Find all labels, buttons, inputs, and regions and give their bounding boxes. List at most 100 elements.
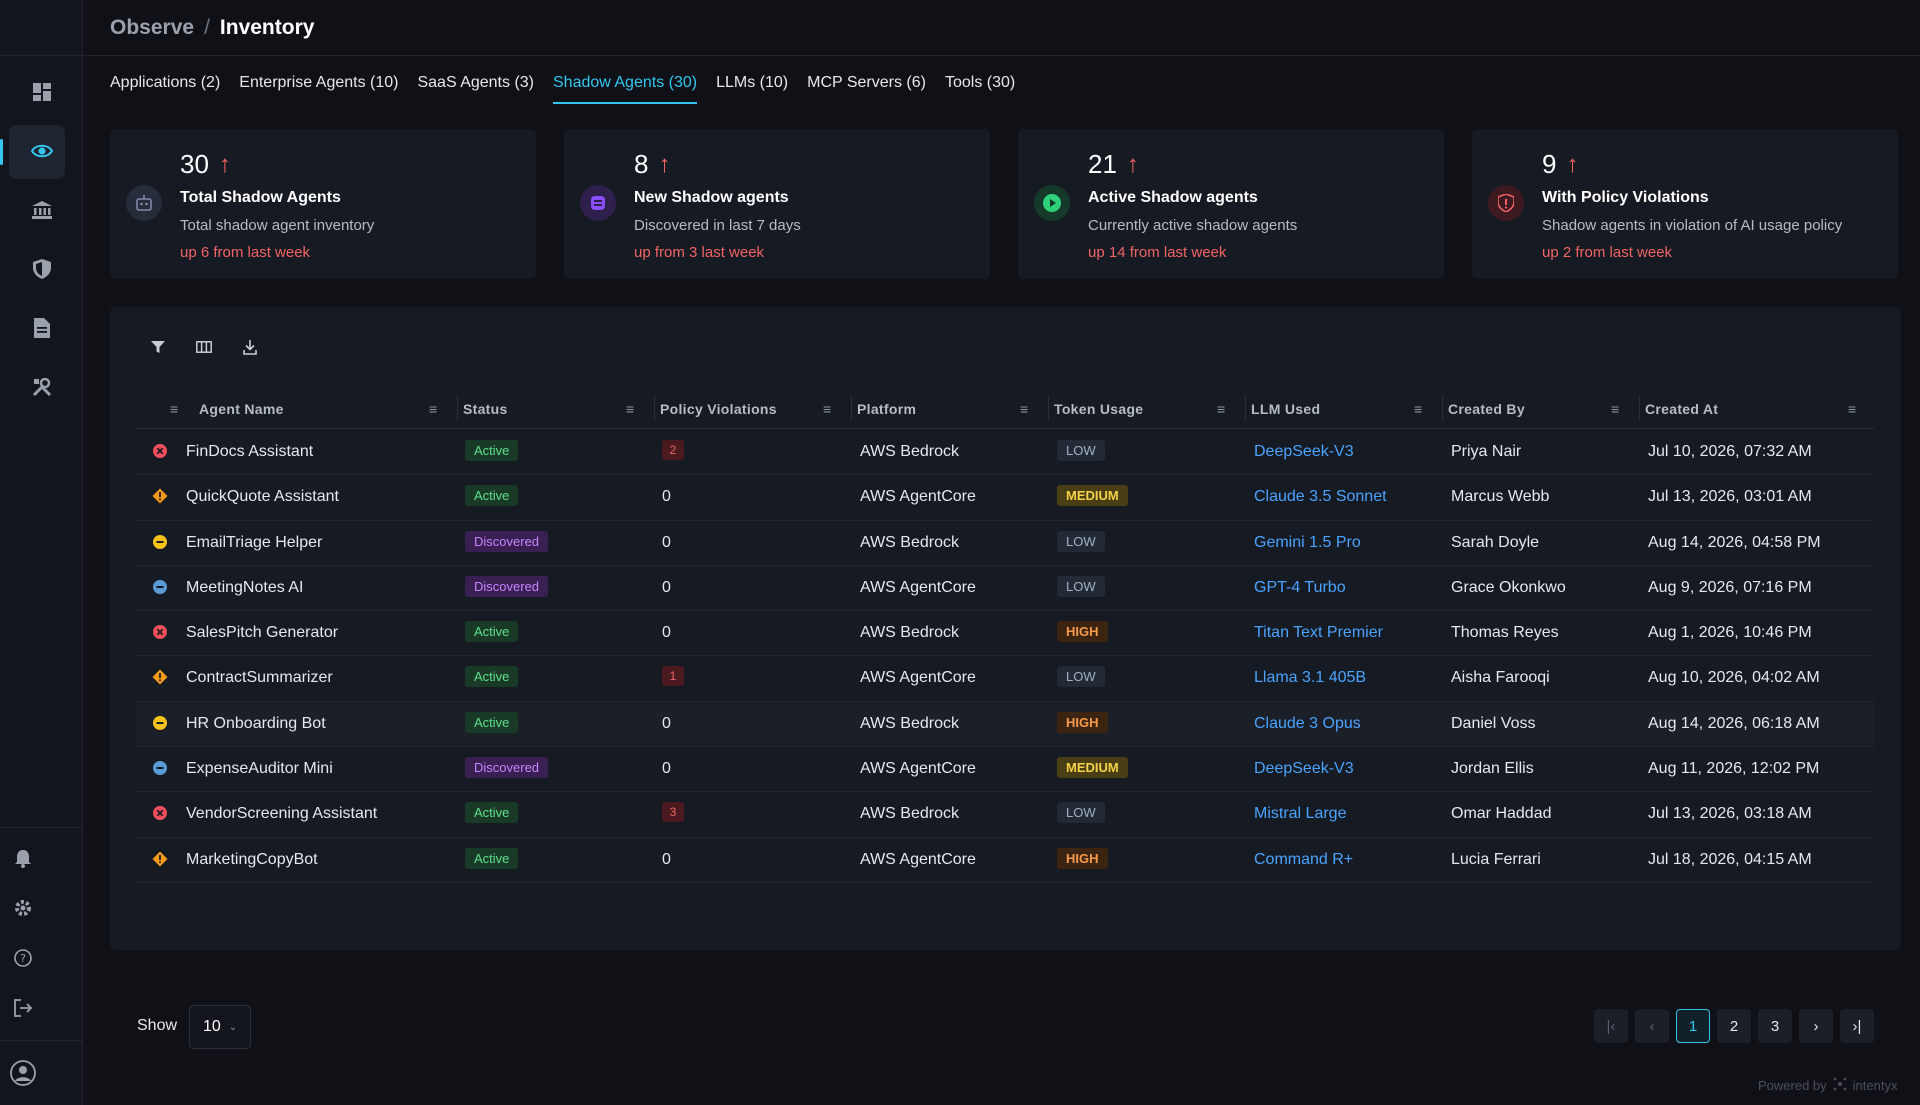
created-at: Aug 9, 2026, 07:16 PM xyxy=(1648,578,1812,596)
agent-name[interactable]: ContractSummarizer xyxy=(186,669,333,687)
tab-applications[interactable]: Applications (2) xyxy=(110,74,221,91)
llm-link[interactable]: Titan Text Premier xyxy=(1254,624,1383,642)
table-row[interactable]: MarketingCopyBot Active 0 AWS AgentCore … xyxy=(136,838,1874,883)
llm-link[interactable]: Claude 3.5 Sonnet xyxy=(1254,488,1387,506)
column-header-platform[interactable]: Platform xyxy=(857,401,917,417)
agent-name[interactable]: VendorScreening Assistant xyxy=(186,805,378,823)
agent-name[interactable]: FinDocs Assistant xyxy=(186,443,314,460)
risk-high-icon xyxy=(152,669,168,685)
tab-llms[interactable]: LLMs (10) xyxy=(716,74,789,91)
logout-icon[interactable] xyxy=(0,985,46,1031)
column-header-agent-name[interactable]: Agent Name xyxy=(199,401,284,417)
created-by: Lucia Ferrari xyxy=(1451,850,1541,868)
column-filter-icon[interactable]: ≡ xyxy=(626,401,635,417)
tab-tools[interactable]: Tools (30) xyxy=(944,74,1016,91)
column-header-created-at[interactable]: Created At xyxy=(1645,401,1719,417)
page-button-3[interactable]: 3 xyxy=(1758,1009,1792,1043)
stat-card-active: 21 ↑ Active Shadow agents Currently activ… xyxy=(1018,129,1444,279)
first-page-button[interactable]: |‹ xyxy=(1594,1009,1628,1043)
chevron-down-icon: ⌄ xyxy=(228,1021,238,1033)
tab-mcp-servers[interactable]: MCP Servers (6) xyxy=(807,74,926,91)
column-filter-icon[interactable]: ≡ xyxy=(1848,401,1857,417)
tab-saas-agents[interactable]: SaaS Agents (3) xyxy=(417,74,534,91)
table-row[interactable]: ContractSummarizer Active 1 AWS AgentCor… xyxy=(136,656,1874,702)
page-button-2[interactable]: 2 xyxy=(1717,1009,1751,1043)
agent-name[interactable]: EmailTriage Helper xyxy=(186,533,323,551)
column-header-token-usage[interactable]: Token Usage xyxy=(1054,401,1144,417)
agent-name[interactable]: QuickQuote Assistant xyxy=(186,488,339,506)
column-filter-icon[interactable]: ≡ xyxy=(429,401,438,417)
token-usage-badge: HIGH xyxy=(1057,847,1108,869)
llm-link[interactable]: Command R+ xyxy=(1254,850,1354,868)
agent-name[interactable]: HR Onboarding Bot xyxy=(186,714,326,732)
column-header-status[interactable]: Status xyxy=(463,401,508,417)
llm-link[interactable]: Mistral Large xyxy=(1254,805,1347,823)
llm-link[interactable]: DeepSeek-V3 xyxy=(1254,443,1354,460)
sidebar-divider-bottom xyxy=(0,1040,83,1041)
breadcrumb-separator: / xyxy=(204,15,210,39)
last-page-button[interactable]: ›| xyxy=(1840,1009,1874,1043)
violation-count-badge: 3 xyxy=(662,802,684,823)
column-filter-icon[interactable]: ≡ xyxy=(1414,401,1423,417)
tab-enterprise-agents[interactable]: Enterprise Agents (10) xyxy=(239,74,399,91)
created-at: Jul 10, 2026, 07:32 AM xyxy=(1648,443,1812,460)
play-icon xyxy=(1034,185,1070,221)
table-row[interactable]: FinDocs Assistant Active 2 AWS Bedrock L… xyxy=(136,430,1874,476)
created-at: Aug 10, 2026, 04:02 AM xyxy=(1648,669,1820,687)
column-header-policy-violations[interactable]: Policy Violations xyxy=(660,401,777,417)
table-row[interactable]: VendorScreening Assistant Active 3 AWS B… xyxy=(136,792,1874,838)
dashboard-icon[interactable] xyxy=(0,66,83,118)
token-usage-badge: LOW xyxy=(1057,440,1105,461)
column-divider xyxy=(1442,395,1443,421)
stat-subtitle: Shadow agents in violation of AI usage p… xyxy=(1542,217,1843,234)
status-badge: Active xyxy=(465,847,519,869)
column-filter-icon[interactable]: ≡ xyxy=(823,401,832,417)
institution-icon[interactable] xyxy=(0,184,83,236)
agent-name[interactable]: SalesPitch Generator xyxy=(186,624,339,642)
column-filter-icon[interactable]: ≡ xyxy=(1020,401,1029,417)
table-row[interactable]: MeetingNotes AI Discovered 0 AWS AgentCo… xyxy=(136,566,1874,612)
help-icon[interactable]: ? xyxy=(0,935,46,981)
risk-low-icon xyxy=(152,760,168,776)
gear-icon[interactable] xyxy=(0,885,46,931)
column-filter-icon[interactable]: ≡ xyxy=(170,401,179,417)
table-row[interactable]: EmailTriage Helper Discovered 0 AWS Bedr… xyxy=(136,521,1874,566)
next-page-button[interactable]: › xyxy=(1799,1009,1833,1043)
shield-icon[interactable] xyxy=(0,243,83,295)
tab-shadow-agents[interactable]: Shadow Agents (30) xyxy=(553,68,698,104)
violation-count: 0 xyxy=(662,714,671,732)
filter-icon[interactable] xyxy=(148,337,168,357)
column-divider xyxy=(851,395,852,421)
llm-link[interactable]: GPT-4 Turbo xyxy=(1254,578,1346,596)
column-header-llm-used[interactable]: LLM Used xyxy=(1251,401,1321,417)
agent-name[interactable]: MeetingNotes AI xyxy=(186,578,304,596)
stat-value: 30 xyxy=(180,149,209,179)
status-badge: Active xyxy=(465,440,519,461)
column-filter-icon[interactable]: ≡ xyxy=(1611,401,1620,417)
llm-link[interactable]: Llama 3.1 405B xyxy=(1254,669,1367,687)
table-row[interactable]: HR Onboarding Bot Active 0 AWS Bedrock H… xyxy=(136,701,1874,748)
column-header-created-by[interactable]: Created By xyxy=(1448,401,1525,417)
llm-link[interactable]: DeepSeek-V3 xyxy=(1254,760,1354,778)
breadcrumb-parent[interactable]: Observe xyxy=(110,15,195,39)
bell-icon[interactable] xyxy=(0,836,46,882)
tools-icon[interactable] xyxy=(0,361,83,413)
agent-name[interactable]: ExpenseAuditor Mini xyxy=(186,760,333,778)
agent-name[interactable]: MarketingCopyBot xyxy=(186,850,318,868)
llm-link[interactable]: Gemini 1.5 Pro xyxy=(1254,533,1361,551)
page-size-select[interactable]: 10 ⌄ xyxy=(189,1005,251,1049)
page-button-1[interactable]: 1 xyxy=(1676,1009,1710,1043)
table-row[interactable]: ExpenseAuditor Mini Discovered 0 AWS Age… xyxy=(136,747,1874,793)
llm-link[interactable]: Claude 3 Opus xyxy=(1254,714,1361,732)
table-row[interactable]: QuickQuote Assistant Active 0 AWS AgentC… xyxy=(136,475,1874,521)
document-icon[interactable] xyxy=(0,302,83,354)
user-avatar-icon[interactable] xyxy=(0,1050,46,1096)
stat-subtitle: Total shadow agent inventory xyxy=(180,217,375,234)
columns-icon[interactable] xyxy=(194,337,214,357)
observe-eye-icon[interactable] xyxy=(0,125,83,179)
prev-page-button[interactable]: ‹ xyxy=(1635,1009,1669,1043)
stat-subtitle: Currently active shadow agents xyxy=(1088,217,1298,234)
table-row[interactable]: SalesPitch Generator Active 0 AWS Bedroc… xyxy=(136,611,1874,657)
download-icon[interactable] xyxy=(240,337,260,357)
column-filter-icon[interactable]: ≡ xyxy=(1217,401,1226,417)
